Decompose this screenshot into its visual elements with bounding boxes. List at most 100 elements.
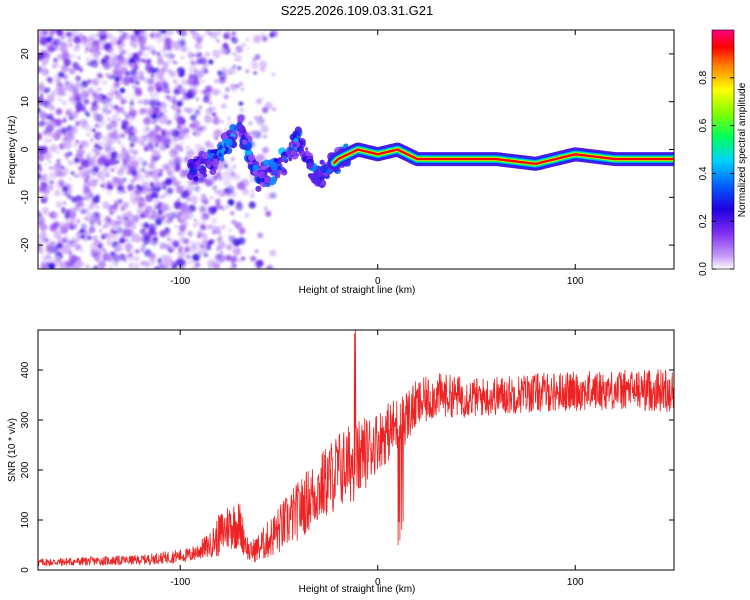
ridge-speck — [209, 168, 217, 175]
noise-speck — [134, 30, 140, 37]
noise-speck — [59, 262, 67, 269]
noise-speck — [45, 245, 52, 252]
noise-speck — [50, 266, 54, 269]
noise-speck — [69, 43, 73, 47]
noise-speck — [257, 232, 264, 239]
noise-speck — [169, 128, 177, 136]
noise-speck — [65, 260, 74, 268]
noise-speck — [119, 143, 124, 147]
noise-speck — [169, 161, 173, 165]
noise-speck — [38, 239, 42, 245]
noise-speck — [151, 263, 154, 267]
noise-speck — [68, 94, 72, 97]
noise-speck — [175, 211, 181, 217]
noise-speck — [80, 208, 87, 215]
ridge-speck — [242, 139, 248, 145]
ridge-speck — [288, 147, 293, 152]
noise-speck — [230, 210, 235, 216]
noise-speck — [166, 140, 172, 145]
noise-speck — [92, 235, 99, 242]
noise-speck — [159, 264, 165, 269]
noise-speck — [155, 78, 161, 83]
noise-speck — [95, 55, 99, 60]
ridge-speck — [202, 152, 209, 160]
noise-speck — [205, 85, 213, 93]
noise-speck — [84, 51, 87, 54]
noise-speck — [224, 204, 230, 210]
noise-speck — [212, 185, 217, 191]
noise-speck — [231, 157, 235, 161]
noise-speck — [226, 31, 230, 35]
noise-speck — [137, 203, 143, 208]
noise-speck — [188, 245, 197, 254]
noise-speck — [164, 109, 168, 114]
noise-speck — [166, 245, 173, 251]
noise-speck — [131, 262, 140, 269]
noise-speck — [123, 221, 131, 229]
noise-speck — [135, 61, 141, 67]
noise-speck — [187, 230, 194, 237]
noise-speck — [125, 254, 130, 259]
noise-speck — [271, 72, 276, 77]
noise-speck — [186, 47, 189, 51]
noise-speck — [168, 193, 171, 197]
noise-speck — [87, 87, 95, 95]
noise-speck — [186, 149, 195, 158]
noise-speck — [126, 171, 130, 175]
noise-speck — [129, 63, 135, 69]
noise-speck — [228, 235, 237, 243]
noise-speck — [196, 36, 204, 43]
spectrogram-band — [327, 142, 674, 171]
noise-speck — [81, 35, 87, 41]
noise-speck — [98, 145, 103, 150]
noise-speck — [232, 247, 241, 256]
noise-speck — [55, 80, 61, 86]
noise-speck — [173, 136, 177, 140]
noise-speck — [235, 45, 243, 53]
noise-speck — [77, 148, 85, 157]
noise-speck — [103, 233, 108, 238]
spectrogram-ytick-label: -10 — [20, 190, 31, 205]
noise-speck — [135, 80, 140, 86]
noise-speck — [46, 94, 55, 103]
noise-speck — [76, 201, 82, 207]
noise-speck — [42, 57, 49, 65]
noise-speck — [140, 197, 144, 201]
noise-speck — [38, 153, 45, 162]
noise-speck — [38, 108, 41, 114]
noise-speck — [49, 144, 58, 153]
noise-speck — [161, 48, 166, 53]
noise-speck — [55, 108, 63, 116]
noise-speck — [99, 74, 104, 79]
noise-speck — [76, 236, 80, 240]
noise-speck — [151, 106, 155, 109]
noise-speck — [167, 91, 171, 94]
noise-speck — [40, 218, 44, 221]
noise-speck — [247, 47, 250, 50]
noise-speck — [202, 96, 210, 103]
noise-speck — [92, 188, 95, 191]
noise-speck — [252, 34, 262, 44]
noise-speck — [40, 67, 49, 76]
noise-speck — [102, 106, 109, 114]
noise-speck — [68, 243, 72, 248]
noise-speck — [99, 265, 105, 269]
noise-speck — [256, 98, 262, 105]
noise-speck — [119, 216, 123, 220]
noise-speck — [172, 119, 175, 122]
ridge-speck — [264, 176, 271, 183]
noise-speck — [86, 37, 95, 46]
noise-speck — [75, 195, 84, 204]
noise-speck — [42, 195, 49, 202]
noise-speck — [122, 111, 126, 115]
noise-speck — [226, 185, 235, 194]
noise-speck — [121, 101, 125, 105]
noise-speck — [269, 32, 275, 38]
noise-speck — [100, 58, 106, 63]
noise-speck — [80, 80, 89, 88]
noise-speck — [144, 170, 149, 175]
noise-speck — [113, 81, 121, 88]
noise-speck — [155, 86, 162, 93]
noise-speck — [193, 261, 195, 264]
noise-speck — [93, 104, 97, 108]
